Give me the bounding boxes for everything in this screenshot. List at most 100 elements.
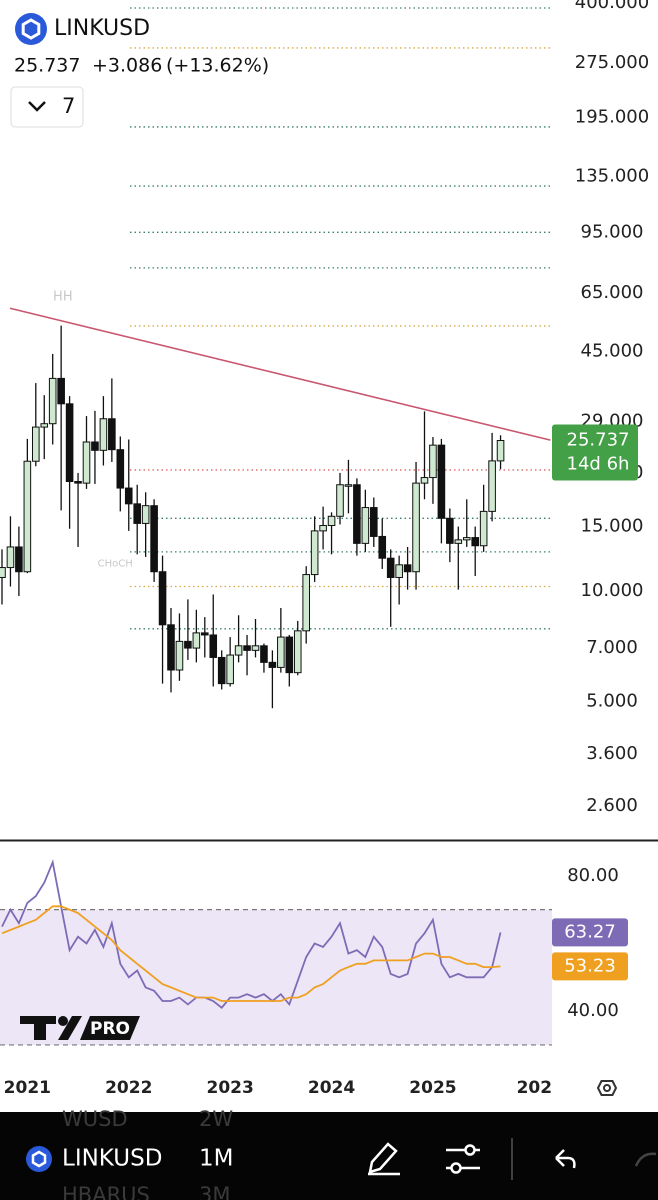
candle-body: [201, 632, 209, 636]
toolbar-coin-logo: [26, 1146, 52, 1172]
candle-body: [344, 484, 353, 487]
annotation: CHoCH: [98, 558, 133, 569]
settings-icon[interactable]: [596, 1080, 618, 1096]
undo-icon[interactable]: [555, 1149, 576, 1169]
redo-icon[interactable]: [634, 1152, 657, 1167]
candle-body: [260, 645, 268, 663]
candle-body: [209, 634, 218, 658]
value-label: 63.27: [564, 921, 616, 942]
logo-dot: [58, 1016, 68, 1026]
slider-knob: [464, 1144, 476, 1156]
y-tick-label: 15.000: [581, 516, 644, 537]
candle-body: [496, 440, 505, 462]
y-tick-label: 135.000: [575, 165, 649, 186]
toolbar: WUSD 2W HBARUS 3M LINKUSD 1M: [0, 1107, 658, 1200]
x-tick-label: 2024: [308, 1078, 355, 1098]
candle-body: [158, 571, 167, 626]
candle-body: [57, 377, 65, 405]
candle-body: [420, 477, 429, 484]
axes: 400.000 275.000 195.000 135.000 95.000 65.000…: [4, 0, 650, 1098]
candle-body: [82, 441, 91, 484]
candle-body: [403, 564, 412, 573]
price-pane: HH CHoCH: [0, 7, 552, 709]
candle-body: [479, 510, 488, 547]
y-tick-label: 45.000: [581, 340, 644, 361]
slider-knob: [450, 1162, 462, 1174]
candle-body: [336, 484, 344, 517]
x-tick-label: 2021: [4, 1078, 51, 1098]
indicators-icon[interactable]: [446, 1144, 480, 1174]
candle-body: [108, 418, 116, 451]
rsi-line: [1, 859, 502, 1009]
y-tick-label: 10.000: [581, 580, 644, 601]
candle-body: [361, 507, 370, 544]
candle-body: [141, 505, 150, 524]
candle-body: [192, 632, 201, 649]
value-label-box: [552, 952, 628, 981]
toolbar-interval[interactable]: 1M: [199, 1146, 233, 1172]
candle-body: [353, 484, 361, 544]
candle-body: [48, 377, 57, 425]
candle-body: [327, 515, 336, 527]
countdown-label: 14d 6h: [567, 454, 630, 475]
candle-body: [471, 537, 479, 547]
value-label: 53.23: [564, 955, 616, 976]
picker-interval-below: 3M: [199, 1183, 230, 1200]
candle-body: [65, 403, 74, 483]
header: LINKUSD 25.737 +3.086 (+13.62%) 7: [10, 13, 269, 128]
candle-body: [437, 444, 446, 519]
candle-body: [116, 449, 125, 489]
settings-icon-center: [603, 1084, 611, 1092]
y-tick-label: 275.000: [575, 52, 649, 73]
candle-body: [378, 535, 387, 559]
candle-body: [251, 645, 260, 651]
indicator-count: 7: [62, 94, 75, 118]
candle-body: [243, 645, 251, 651]
y-tick-label: 5.000: [586, 691, 638, 712]
price-label: 25.737: [567, 430, 630, 451]
y-tick-label: 40.00: [567, 1000, 619, 1021]
toolbar-coin-hex: [31, 1150, 47, 1168]
candle-body: [167, 624, 175, 671]
y-tick-label: 65.000: [581, 282, 644, 303]
candle-body: [0, 567, 6, 578]
draw-icon[interactable]: [368, 1142, 400, 1176]
change: +3.086: [92, 55, 162, 77]
candle-body: [285, 636, 294, 674]
candle-body: [15, 546, 23, 573]
x-tick-label: 2025: [409, 1078, 456, 1098]
candle-body: [91, 441, 99, 451]
logo-t: [20, 1016, 56, 1040]
candle-body: [395, 564, 403, 578]
candle-body: [302, 574, 310, 632]
candle-body: [74, 481, 82, 484]
candle-body: [310, 530, 319, 576]
collapse-button[interactable]: [10, 86, 84, 128]
candle-body: [99, 418, 108, 451]
candle-body: [386, 557, 395, 578]
candle-body: [124, 487, 133, 505]
candle-body: [370, 507, 378, 537]
candle-body: [6, 546, 15, 569]
candle-body: [293, 630, 302, 674]
toolbar-symbol[interactable]: LINKUSD: [62, 1146, 162, 1172]
candle-body: [133, 503, 141, 524]
candle-body: [268, 661, 277, 668]
x-tick-label: 2022: [105, 1078, 152, 1098]
y-tick-label: 2.600: [586, 795, 638, 816]
coin-logo: [15, 13, 47, 45]
x-tick-label: 202: [517, 1078, 553, 1098]
y-tick-label: 80.00: [567, 865, 619, 886]
symbol: LINKUSD: [54, 16, 150, 41]
picker-symbol-above: WUSD: [62, 1107, 128, 1131]
candle-body: [277, 636, 285, 668]
candle-body: [412, 482, 420, 573]
candle-body: [226, 654, 234, 685]
candle-body: [446, 517, 454, 544]
candle-body: [217, 656, 226, 685]
last-price: 25.737: [14, 55, 80, 77]
trendline: [9, 307, 551, 441]
candle-body: [32, 426, 40, 462]
tradingview-logo: PRO: [20, 1016, 140, 1040]
